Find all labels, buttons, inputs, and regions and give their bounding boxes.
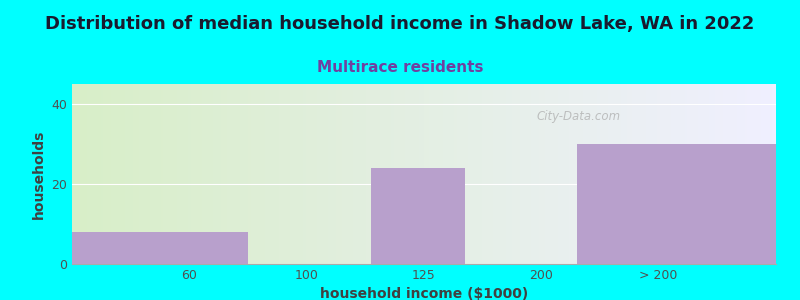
X-axis label: household income ($1000): household income ($1000) xyxy=(320,287,528,300)
Y-axis label: households: households xyxy=(32,129,46,219)
Text: Multirace residents: Multirace residents xyxy=(317,60,483,75)
Text: City-Data.com: City-Data.com xyxy=(537,110,621,123)
Text: Distribution of median household income in Shadow Lake, WA in 2022: Distribution of median household income … xyxy=(46,15,754,33)
Bar xyxy=(72,232,248,264)
Bar xyxy=(371,168,465,264)
Bar xyxy=(577,144,776,264)
